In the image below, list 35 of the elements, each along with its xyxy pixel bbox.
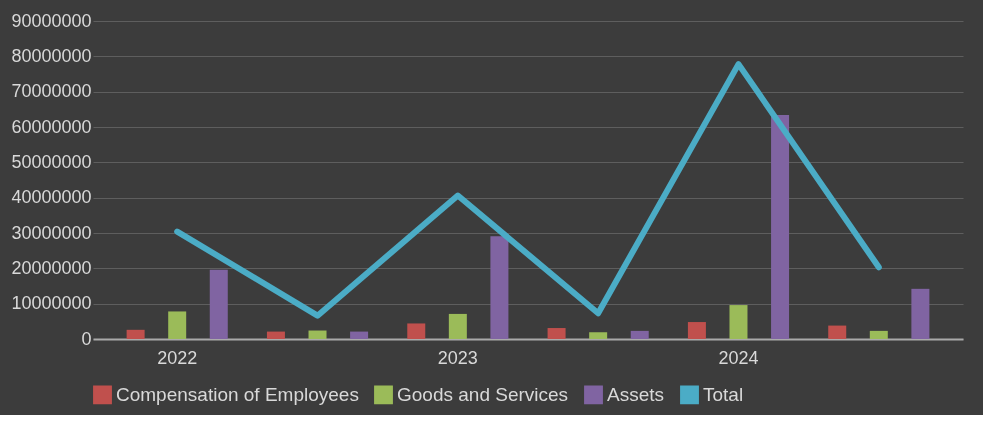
y-tick-label: 90000000 (11, 10, 92, 31)
x-tick-label: 2024 (718, 347, 759, 368)
bar (828, 325, 847, 339)
bar (448, 313, 467, 339)
y-tick-label: 40000000 (11, 187, 92, 208)
bar (547, 328, 566, 339)
bar (687, 322, 706, 339)
y-tick-label: 30000000 (11, 222, 92, 243)
x-tick-label: 2023 (437, 347, 478, 368)
legend-label: Goods and Services (397, 383, 569, 405)
bar (266, 331, 285, 339)
y-tick-label: 60000000 (11, 116, 92, 137)
bar (350, 331, 369, 339)
bar (589, 332, 608, 339)
bar (911, 288, 930, 339)
bar (869, 330, 888, 339)
bar (630, 330, 649, 339)
legend-label: Assets (607, 383, 665, 405)
y-tick-label: 80000000 (11, 45, 92, 66)
bar (308, 330, 327, 339)
y-tick-label: 10000000 (11, 293, 92, 314)
y-tick-label: 70000000 (11, 81, 92, 102)
legend-label: Total (703, 383, 744, 405)
bar (209, 269, 228, 339)
legend-label: Compensation of Employees (116, 383, 359, 405)
bar (490, 236, 509, 339)
x-tick-label: 2022 (157, 347, 198, 368)
bar (729, 305, 748, 339)
bar (771, 114, 790, 339)
y-tick-label: 0 (81, 328, 92, 349)
y-tick-label: 50000000 (11, 151, 92, 172)
bar (126, 329, 145, 339)
bar (168, 311, 187, 339)
bar (407, 323, 426, 339)
y-tick-label: 20000000 (11, 257, 92, 278)
